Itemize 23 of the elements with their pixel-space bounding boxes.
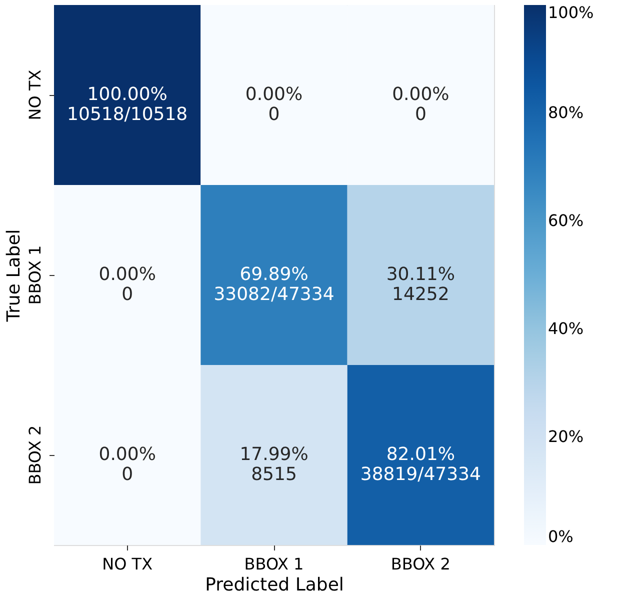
data-label: 0.00% 0 [98,264,156,305]
data-label: 0.00% 0 [392,84,450,125]
color-bar-label: 100% [548,3,594,22]
color-bar-label: 60% [548,211,584,230]
y-tick-label: NO TX [26,70,44,120]
x-tick-label: NO TX [102,554,153,574]
data-label: 69.89% 33082/47334 [214,264,334,305]
color-bar-label: 40% [548,319,584,338]
x-tick-label: BBOX 1 [244,554,304,574]
y-axis-title: True Label [4,229,24,323]
x-axis-title: Predicted Label [205,574,344,596]
x-tick-label: BBOX 2 [390,554,450,574]
y-tick-label: BBOX 1 [26,245,44,305]
data-label: 17.99% 8515 [240,444,308,485]
data-label: 0.00% 0 [98,444,156,485]
y-tick-label: BBOX 2 [26,425,44,485]
data-label: 100.00% 10518/10518 [67,84,188,125]
data-label: 30.11% 14252 [386,264,455,305]
color-bar-label: 0% [548,527,574,546]
data-label: 82.01% 38819/47334 [360,444,481,485]
data-label: 0.00% 0 [245,84,303,125]
color-bar-label: 80% [548,103,584,122]
color-bar-label: 20% [548,427,584,446]
